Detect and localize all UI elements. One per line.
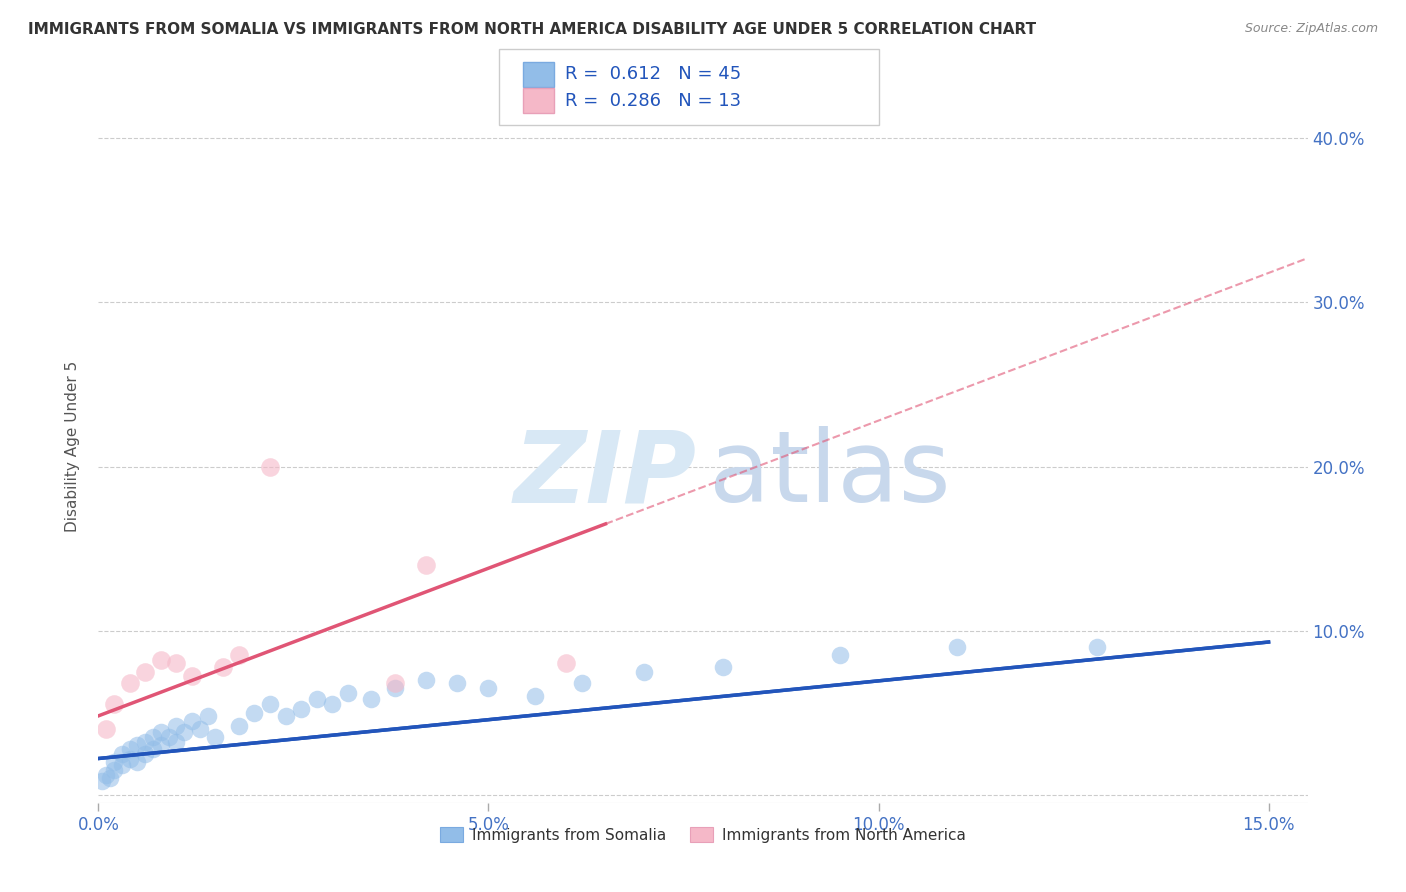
- Point: [173, 725, 195, 739]
- Point: [228, 648, 250, 662]
- Text: Source: ZipAtlas.com: Source: ZipAtlas.com: [1244, 22, 1378, 36]
- Point: [945, 640, 967, 654]
- Point: [711, 659, 734, 673]
- Point: [633, 665, 655, 679]
- Point: [188, 722, 211, 736]
- Point: [165, 719, 187, 733]
- Text: R =  0.612   N = 45: R = 0.612 N = 45: [565, 65, 741, 83]
- Point: [181, 714, 204, 728]
- Point: [259, 459, 281, 474]
- Point: [96, 722, 118, 736]
- Point: [98, 771, 121, 785]
- Point: [96, 768, 118, 782]
- Point: [142, 741, 165, 756]
- Point: [212, 659, 235, 673]
- Point: [165, 657, 187, 671]
- Point: [384, 676, 406, 690]
- Point: [243, 706, 266, 720]
- Point: [91, 774, 114, 789]
- Point: [360, 692, 382, 706]
- Point: [415, 558, 437, 572]
- Point: [134, 735, 156, 749]
- Point: [157, 730, 180, 744]
- Text: IMMIGRANTS FROM SOMALIA VS IMMIGRANTS FROM NORTH AMERICA DISABILITY AGE UNDER 5 : IMMIGRANTS FROM SOMALIA VS IMMIGRANTS FR…: [28, 22, 1036, 37]
- Point: [127, 755, 149, 769]
- Point: [415, 673, 437, 687]
- Point: [103, 755, 125, 769]
- Point: [1085, 640, 1108, 654]
- Point: [149, 653, 172, 667]
- Point: [134, 665, 156, 679]
- Point: [228, 719, 250, 733]
- Text: R =  0.286   N = 13: R = 0.286 N = 13: [565, 92, 741, 110]
- Point: [111, 747, 134, 761]
- Point: [337, 686, 360, 700]
- Point: [197, 709, 219, 723]
- Point: [118, 751, 141, 765]
- Point: [111, 758, 134, 772]
- Point: [142, 730, 165, 744]
- Point: [290, 702, 312, 716]
- Point: [149, 739, 172, 753]
- Point: [165, 735, 187, 749]
- Point: [259, 698, 281, 712]
- Point: [446, 676, 468, 690]
- Point: [384, 681, 406, 695]
- Point: [204, 730, 226, 744]
- Point: [555, 657, 578, 671]
- Point: [118, 741, 141, 756]
- Point: [149, 725, 172, 739]
- Point: [477, 681, 499, 695]
- Legend: Immigrants from Somalia, Immigrants from North America: Immigrants from Somalia, Immigrants from…: [434, 821, 972, 848]
- Point: [274, 709, 297, 723]
- Point: [118, 676, 141, 690]
- Point: [524, 689, 547, 703]
- Point: [571, 676, 593, 690]
- Point: [828, 648, 851, 662]
- Point: [181, 669, 204, 683]
- Y-axis label: Disability Age Under 5: Disability Age Under 5: [65, 360, 80, 532]
- Point: [305, 692, 328, 706]
- Point: [321, 698, 343, 712]
- Text: atlas: atlas: [709, 426, 950, 523]
- Point: [127, 739, 149, 753]
- Point: [103, 763, 125, 777]
- Point: [103, 698, 125, 712]
- Text: ZIP: ZIP: [515, 426, 697, 523]
- Point: [134, 747, 156, 761]
